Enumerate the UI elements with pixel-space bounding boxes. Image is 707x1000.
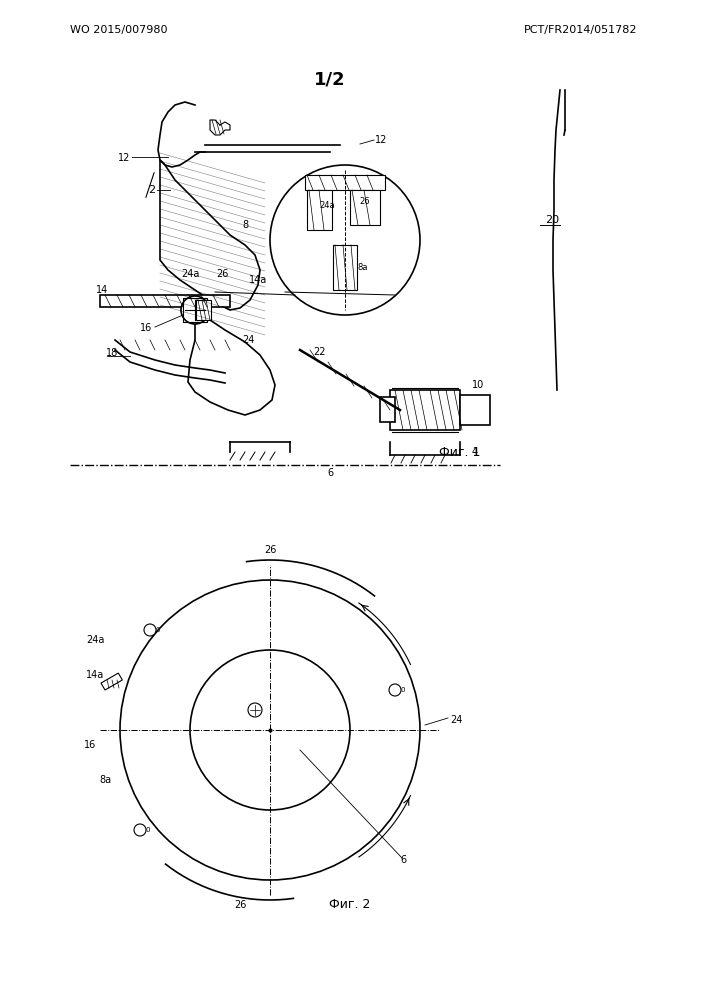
Text: 26: 26 (360, 198, 370, 207)
Circle shape (248, 703, 262, 717)
Text: Фиг. 2: Фиг. 2 (329, 898, 370, 912)
Bar (305, 175, 385, 190)
Text: 14a: 14a (249, 275, 267, 285)
Text: 1/2: 1/2 (314, 71, 346, 89)
Text: 26: 26 (216, 269, 228, 279)
Circle shape (270, 165, 420, 315)
Text: 6: 6 (400, 855, 406, 865)
Circle shape (134, 824, 146, 836)
Text: 14: 14 (95, 285, 108, 295)
Text: 0: 0 (156, 627, 160, 633)
Text: 12: 12 (117, 153, 130, 163)
Text: 0: 0 (146, 827, 151, 833)
Polygon shape (188, 310, 275, 415)
Text: Фиг. 1: Фиг. 1 (439, 446, 481, 460)
Bar (380, 397, 395, 422)
Text: WO 2015/007980: WO 2015/007980 (70, 25, 168, 35)
Text: 8a: 8a (358, 263, 368, 272)
Text: 6: 6 (327, 468, 333, 478)
Bar (333, 245, 357, 290)
Text: 2: 2 (148, 185, 155, 195)
Text: 24: 24 (450, 715, 462, 725)
Circle shape (120, 580, 420, 880)
Circle shape (389, 684, 401, 696)
Bar (100, 295, 230, 307)
Text: 18: 18 (106, 348, 118, 358)
Text: 0: 0 (401, 687, 405, 693)
Bar (101, 673, 122, 690)
Circle shape (144, 624, 156, 636)
Bar (390, 390, 460, 430)
Text: 4: 4 (472, 447, 478, 457)
Text: 20: 20 (545, 215, 559, 225)
Text: 8: 8 (242, 220, 248, 230)
Text: 24: 24 (242, 335, 255, 345)
Text: 24a: 24a (319, 202, 335, 211)
Text: PCT/FR2014/051782: PCT/FR2014/051782 (523, 25, 637, 35)
Bar (183, 298, 207, 322)
Text: 16: 16 (84, 740, 96, 750)
Polygon shape (160, 160, 260, 310)
Bar (307, 190, 332, 230)
Bar (196, 300, 211, 320)
Text: 22: 22 (314, 347, 326, 357)
Text: 14a: 14a (86, 670, 104, 680)
Text: 12: 12 (375, 135, 387, 145)
Bar (460, 395, 490, 425)
Text: 10: 10 (472, 380, 484, 390)
Text: 8a: 8a (99, 775, 111, 785)
Circle shape (181, 296, 209, 324)
Text: 26: 26 (234, 900, 246, 910)
Text: 16: 16 (140, 323, 152, 333)
Text: 24a: 24a (181, 269, 199, 279)
Bar (350, 190, 380, 225)
Circle shape (190, 650, 350, 810)
Text: 24a: 24a (86, 635, 104, 645)
Text: 26: 26 (264, 545, 276, 555)
